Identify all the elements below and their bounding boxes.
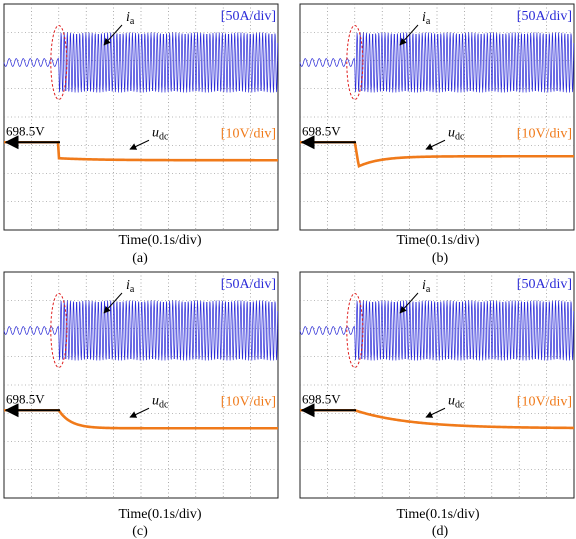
panel-label: (c) <box>132 524 148 539</box>
x-axis-label: Time(0.1s/div) <box>396 233 479 248</box>
udc-name-label: udc <box>448 125 465 142</box>
udc-scale-label: [10V/div] <box>517 394 572 409</box>
transient-ellipse <box>50 25 68 100</box>
panel-c: 698.5V [50A/div] [10V/div] ia udc Time(0.1s/d… <box>3 271 279 539</box>
series-ia-line <box>299 32 575 93</box>
udc-scale-label: [10V/div] <box>221 126 276 141</box>
ia-pointer-arrow <box>103 24 123 46</box>
udc-name-subscript: dc <box>455 131 465 142</box>
ia-pointer-arrow <box>399 24 419 46</box>
ia-name-subscript: a <box>130 284 135 295</box>
panel-b: 698.5V [50A/div] [10V/div] ia udc Time(0.1s/d… <box>299 3 575 266</box>
voltage-level-label: 698.5V <box>6 391 45 406</box>
voltage-level-label: 698.5V <box>6 123 45 138</box>
ia-name-label: ia <box>422 10 431 27</box>
series-ia-line <box>299 300 575 361</box>
transient-ellipse <box>50 293 68 368</box>
udc-name-subscript: dc <box>159 131 169 142</box>
ia-name-subscript: a <box>426 284 431 295</box>
udc-scale-label: [10V/div] <box>517 126 572 141</box>
ia-name-subscript: a <box>426 16 431 27</box>
panel-d: 698.5V [50A/div] [10V/div] ia udc Time(0.1s/d… <box>299 271 575 539</box>
udc-scale-label: [10V/div] <box>221 394 276 409</box>
ia-name-label: ia <box>126 278 135 295</box>
udc-name-subscript: dc <box>159 399 169 410</box>
ia-scale-label: [50A/div] <box>221 9 276 24</box>
x-axis-label: Time(0.1s/div) <box>118 233 201 248</box>
panel-a: 698.5V [50A/div] [10V/div] ia udc Time(0.1s/d… <box>3 3 279 266</box>
udc-name-label: udc <box>152 125 169 142</box>
udc-name-subscript: dc <box>455 399 465 410</box>
ia-pointer-arrow <box>399 292 419 314</box>
ia-name-subscript: a <box>130 16 135 27</box>
voltage-level-label: 698.5V <box>302 123 341 138</box>
ia-pointer-arrow <box>103 292 123 314</box>
transient-ellipse <box>346 293 364 368</box>
udc-pointer-arrow <box>129 407 150 418</box>
ia-scale-label: [50A/div] <box>517 277 572 292</box>
x-axis-label: Time(0.1s/div) <box>118 507 201 522</box>
series-ia-line <box>3 32 279 93</box>
udc-pointer-arrow <box>425 407 446 418</box>
series-udc-line <box>300 140 574 168</box>
udc-name-label: udc <box>152 393 169 410</box>
ia-name-label: ia <box>422 278 431 295</box>
series-ia-line <box>3 300 279 361</box>
panel-label: (d) <box>432 524 449 539</box>
panel-label: (b) <box>432 251 449 266</box>
ia-scale-label: [50A/div] <box>517 9 572 24</box>
voltage-level-label: 698.5V <box>302 391 341 406</box>
transient-ellipse <box>346 25 364 100</box>
panel-label: (a) <box>132 251 148 266</box>
ia-scale-label: [50A/div] <box>221 277 276 292</box>
udc-pointer-arrow <box>425 139 446 150</box>
ia-name-label: ia <box>126 10 135 27</box>
x-axis-label: Time(0.1s/div) <box>396 507 479 522</box>
udc-name-label: udc <box>448 393 465 410</box>
udc-pointer-arrow <box>129 139 150 150</box>
